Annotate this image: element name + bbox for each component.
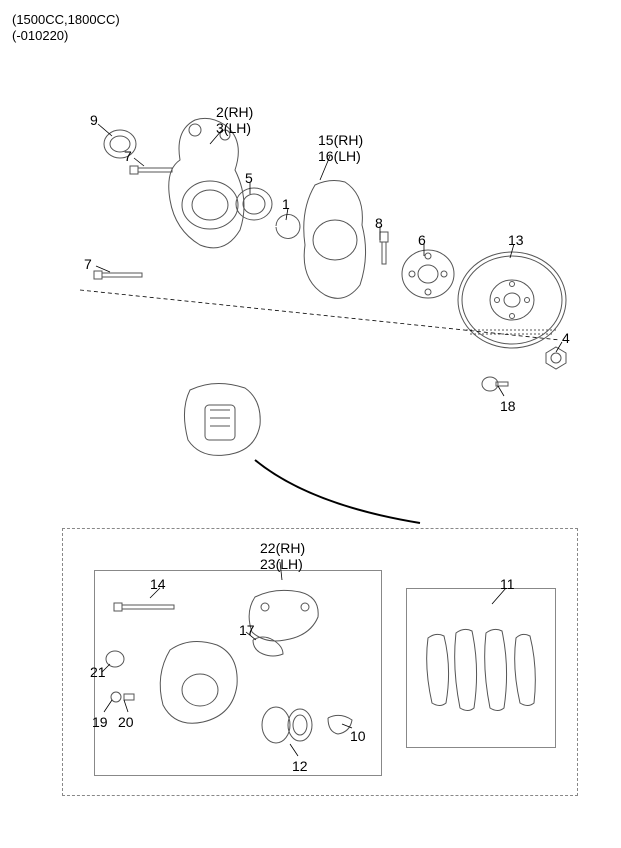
callout-c10: 10 (350, 728, 366, 744)
callout-c15: 15(RH) (318, 132, 363, 148)
callout-c16: 16(LH) (318, 148, 361, 164)
callout-c22: 22(RH) (260, 540, 305, 556)
callout-c8: 8 (375, 215, 383, 231)
callout-c6: 6 (418, 232, 426, 248)
callout-c21: 21 (90, 664, 106, 680)
callout-c18: 18 (500, 398, 516, 414)
callout-c19: 19 (92, 714, 108, 730)
callout-c13: 13 (508, 232, 524, 248)
callout-c9: 9 (90, 112, 98, 128)
callout-c4: 4 (562, 330, 570, 346)
callout-c23: 23(LH) (260, 556, 303, 572)
callout-c20: 20 (118, 714, 134, 730)
callout-c11: 11 (500, 576, 515, 592)
callout-c3: 3(LH) (216, 120, 251, 136)
callout-c1: 1 (282, 196, 290, 212)
callout-c14: 14 (150, 576, 166, 592)
callout-c2: 2(RH) (216, 104, 253, 120)
callout-c12: 12 (292, 758, 308, 774)
callout-c7b: 7 (84, 256, 92, 272)
callout-c5: 5 (245, 170, 253, 186)
callout-c7a: 7 (124, 148, 132, 164)
callout-c17: 17 (239, 622, 255, 638)
